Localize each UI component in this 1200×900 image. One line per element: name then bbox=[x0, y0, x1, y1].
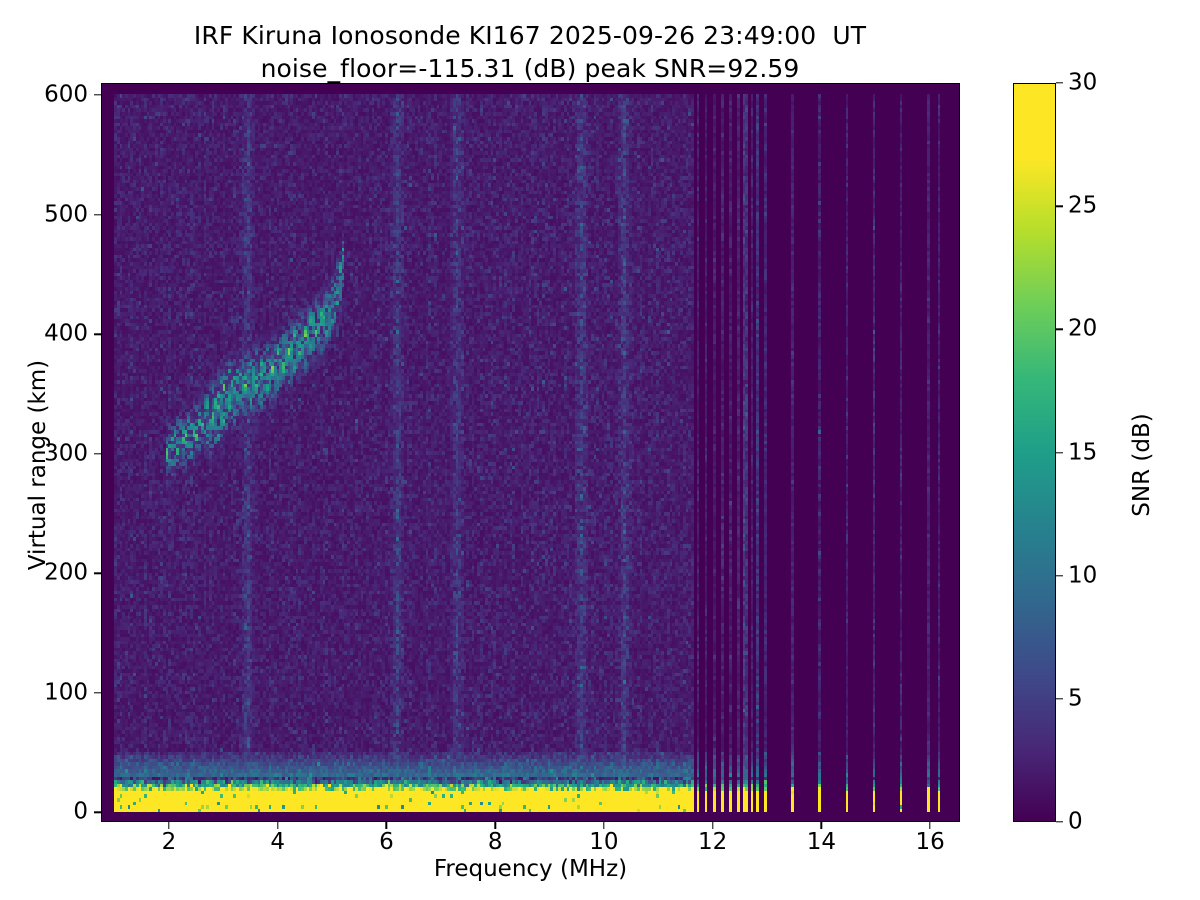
colorbar-tick-label: 10 bbox=[1068, 562, 1098, 589]
y-tick-label: 0 bbox=[73, 798, 88, 825]
x-axis-label: Frequency (MHz) bbox=[433, 856, 628, 882]
y-tick-mark bbox=[94, 213, 101, 216]
x-tick-label: 2 bbox=[161, 829, 177, 855]
colorbar-tick-mark bbox=[1056, 574, 1063, 577]
x-tick-label: 14 bbox=[806, 829, 836, 855]
x-tick-mark bbox=[603, 822, 605, 829]
colorbar-tick-mark bbox=[1056, 82, 1063, 84]
x-tick-label: 4 bbox=[270, 829, 286, 855]
colorbar-tick-label: 15 bbox=[1068, 439, 1098, 465]
x-tick-label: 8 bbox=[487, 829, 503, 855]
x-tick-mark bbox=[929, 822, 931, 829]
x-tick-mark bbox=[820, 822, 823, 829]
y-tick-mark bbox=[94, 692, 101, 694]
colorbar-gradient bbox=[1014, 84, 1055, 821]
y-tick-label: 100 bbox=[44, 679, 88, 706]
ionogram-heatmap bbox=[102, 84, 958, 820]
colorbar bbox=[1013, 83, 1056, 822]
x-tick-mark bbox=[276, 822, 279, 829]
x-tick-mark bbox=[168, 822, 170, 829]
y-tick-label: 600 bbox=[44, 81, 88, 108]
colorbar-tick-label: 30 bbox=[1068, 69, 1098, 96]
colorbar-label: SNR (dB) bbox=[1129, 413, 1155, 517]
y-tick-label: 200 bbox=[44, 559, 88, 586]
colorbar-tick-mark bbox=[1056, 698, 1063, 700]
colorbar-tick-label: 20 bbox=[1068, 315, 1098, 342]
x-tick-label: 10 bbox=[589, 829, 619, 855]
y-tick-mark bbox=[94, 94, 101, 96]
colorbar-tick-mark bbox=[1056, 451, 1063, 454]
y-tick-label: 500 bbox=[44, 201, 88, 228]
colorbar-tick-label: 5 bbox=[1068, 685, 1083, 712]
x-tick-mark bbox=[385, 822, 388, 829]
title-line-1: IRF Kiruna Ionosonde KI167 2025-09-26 23… bbox=[193, 21, 867, 50]
y-tick-label: 400 bbox=[44, 320, 88, 347]
y-tick-mark bbox=[94, 572, 101, 574]
x-tick-mark bbox=[711, 822, 714, 829]
y-tick-mark bbox=[94, 811, 101, 814]
x-tick-label: 6 bbox=[379, 829, 394, 855]
figure-title: IRF Kiruna Ionosonde KI167 2025-09-26 23… bbox=[0, 20, 1060, 85]
colorbar-tick-mark bbox=[1056, 821, 1063, 823]
colorbar-tick-label: 25 bbox=[1068, 192, 1098, 219]
x-tick-mark bbox=[494, 822, 496, 829]
colorbar-tick-mark bbox=[1056, 328, 1063, 331]
plot-area bbox=[101, 83, 960, 822]
colorbar-tick-mark bbox=[1056, 205, 1063, 207]
y-tick-label: 300 bbox=[44, 440, 88, 467]
x-tick-label: 16 bbox=[915, 829, 945, 855]
x-tick-label: 12 bbox=[697, 829, 728, 855]
colorbar-tick-label: 0 bbox=[1068, 808, 1083, 835]
title-line-2: noise_floor=-115.31 (dB) peak SNR=92.59 bbox=[260, 53, 800, 83]
y-tick-mark bbox=[94, 452, 101, 455]
y-tick-mark bbox=[94, 333, 101, 335]
